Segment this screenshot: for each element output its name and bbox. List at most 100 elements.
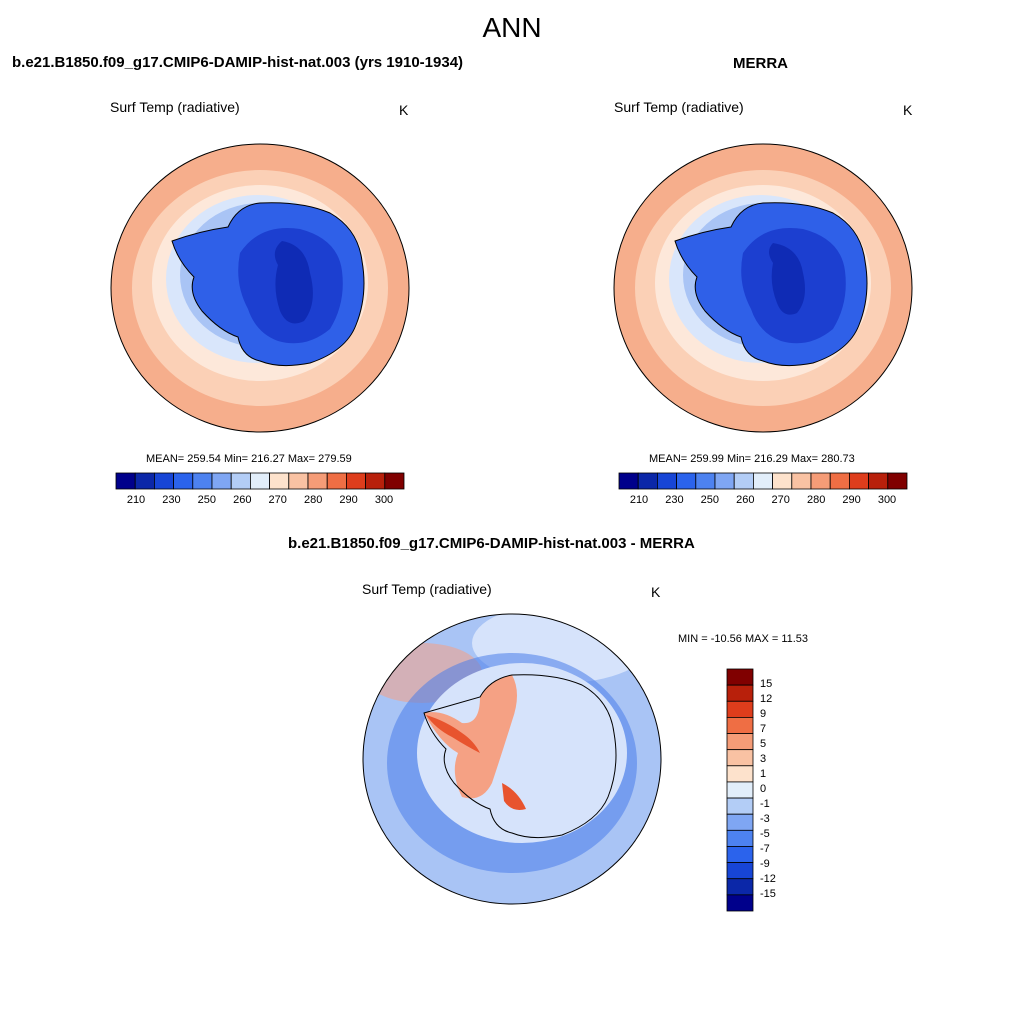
colorbar-tick-label: 3 — [760, 753, 767, 765]
colorbar-tick-label: 250 — [700, 494, 720, 506]
colorbar-swatch — [676, 472, 697, 490]
panel2-colorbar — [618, 472, 908, 490]
colorbar-swatch — [726, 668, 754, 686]
colorbar-tick-label: 260 — [233, 494, 252, 506]
colorbar-tick-label: -1 — [760, 798, 770, 810]
panel2-stats: MEAN= 259.99 Min= 216.29 Max= 280.73 — [649, 453, 855, 465]
colorbar-tick-label: 0 — [760, 783, 767, 795]
colorbar-swatch — [726, 829, 754, 847]
colorbar-tick-label: 280 — [303, 494, 323, 506]
colorbar-tick-label: 260 — [736, 494, 755, 506]
panel2-variable-label: Surf Temp (radiative) — [614, 99, 744, 115]
colorbar-swatch — [772, 472, 793, 490]
colorbar-swatch — [733, 472, 754, 490]
antarctica-deep — [769, 243, 805, 315]
colorbar-swatch — [192, 472, 213, 490]
colorbar-tick-label: 250 — [197, 494, 217, 506]
colorbar-swatch — [726, 894, 754, 912]
colorbar-swatch — [307, 472, 328, 490]
colorbar-tick-label: -9 — [760, 858, 770, 870]
colorbar-swatch — [714, 472, 735, 490]
diff-hot-ross — [502, 783, 526, 810]
diff-warm-peninsula — [424, 675, 517, 799]
colorbar-swatch — [726, 797, 754, 815]
colorbar-swatch — [726, 717, 754, 734]
colorbar-tick-label: 210 — [629, 494, 649, 506]
colorbar-tick-label: 5 — [760, 738, 767, 750]
colorbar-swatch — [726, 846, 754, 863]
panel1-stats: MEAN= 259.54 Min= 216.27 Max= 279.59 — [146, 453, 352, 465]
antarctica-deep — [274, 241, 313, 324]
colorbar-swatch — [154, 472, 175, 490]
colorbar-swatch — [868, 472, 889, 490]
colorbar-swatch — [657, 472, 678, 490]
panel1-variable-label: Surf Temp (radiative) — [110, 99, 240, 115]
colorbar-tick-label: 230 — [162, 494, 181, 506]
colorbar-swatch — [249, 472, 270, 490]
colorbar-swatch — [726, 813, 754, 831]
colorbar-swatch — [618, 472, 639, 490]
figure-title: ANN — [482, 12, 542, 43]
colorbar-swatch — [115, 472, 136, 490]
colorbar-tick-label: 290 — [339, 494, 358, 506]
colorbar-swatch — [726, 862, 754, 880]
colorbar-swatch — [726, 765, 754, 783]
panel3-title: b.e21.B1850.f09_g17.CMIP6-DAMIP-hist-nat… — [288, 535, 695, 552]
colorbar-swatch — [726, 700, 754, 718]
colorbar-tick-label: 1 — [760, 768, 767, 780]
colorbar-swatch — [848, 472, 869, 490]
panel3-colorbar — [726, 668, 754, 912]
panel3-variable-label: Surf Temp (radiative) — [362, 581, 492, 597]
colorbar-tick-label: 7 — [760, 723, 767, 735]
colorbar-tick-label: 300 — [877, 494, 897, 506]
colorbar-swatch — [726, 684, 754, 702]
panel2-units-label: K — [903, 102, 913, 118]
colorbar-swatch — [695, 472, 716, 490]
colorbar-swatch — [887, 472, 908, 490]
colorbar-tick-label: -15 — [760, 888, 776, 900]
colorbar-tick-label: -12 — [760, 873, 776, 885]
panel1-title: b.e21.B1850.f09_g17.CMIP6-DAMIP-hist-nat… — [12, 54, 464, 71]
colorbar-swatch — [726, 878, 754, 896]
colorbar-swatch — [345, 472, 366, 490]
colorbar-tick-label: 280 — [806, 494, 826, 506]
colorbar-swatch — [829, 472, 850, 490]
colorbar-swatch — [384, 472, 405, 490]
panel3-stats: MIN = -10.56 MAX = 11.53 — [678, 633, 809, 645]
colorbar-swatch — [288, 472, 309, 490]
colorbar-tick-label: 230 — [665, 494, 684, 506]
colorbar-tick-label: -5 — [760, 828, 770, 840]
panel2-title: MERRA — [733, 55, 788, 72]
colorbar-swatch — [365, 472, 386, 490]
colorbar-tick-label: 9 — [760, 708, 767, 720]
colorbar-swatch — [726, 749, 754, 767]
panel3-units-label: K — [651, 584, 661, 600]
diff-hot-peninsula — [426, 715, 480, 753]
colorbar-swatch — [726, 733, 754, 751]
colorbar-tick-label: 15 — [760, 678, 773, 690]
colorbar-swatch — [726, 781, 754, 799]
colorbar-tick-label: 300 — [374, 494, 394, 506]
panel1-units-label: K — [399, 102, 409, 118]
colorbar-swatch — [810, 472, 831, 490]
colorbar-tick-label: -3 — [760, 813, 770, 825]
colorbar-swatch — [637, 472, 658, 490]
colorbar-tick-label: 270 — [771, 494, 790, 506]
colorbar-swatch — [134, 472, 155, 490]
colorbar-swatch — [230, 472, 251, 490]
panel1-colorbar — [115, 472, 405, 490]
panel3-map — [362, 613, 662, 905]
panel1-map — [110, 143, 410, 433]
coastline — [423, 674, 617, 839]
map-boundary — [613, 143, 913, 433]
colorbar-swatch — [791, 472, 812, 490]
panel2-map — [613, 143, 913, 433]
map-boundary — [362, 613, 662, 905]
map-boundary — [110, 143, 410, 433]
colorbar-swatch — [326, 472, 347, 490]
coastline — [674, 202, 868, 367]
colorbar-tick-label: 210 — [126, 494, 146, 506]
coastline — [171, 202, 365, 367]
colorbar-swatch — [173, 472, 194, 490]
colorbar-swatch — [211, 472, 232, 490]
